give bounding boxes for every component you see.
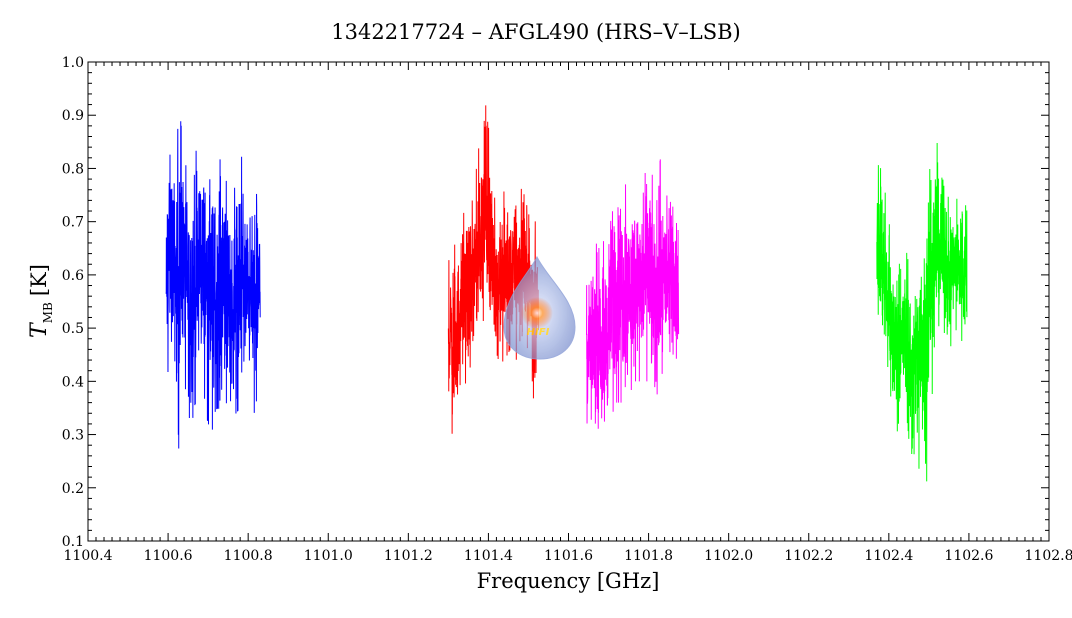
- y-axis-label: TMB [K]: [27, 264, 55, 338]
- chart-title: 1342217724 – AFGL490 (HRS–V–LSB): [331, 20, 741, 44]
- x-tick-label: 1100.8: [224, 548, 273, 564]
- y-tick-label: 0.6: [62, 268, 84, 284]
- y-tick-label: 0.7: [62, 215, 84, 231]
- spectrum-series-1: [165, 121, 261, 449]
- series-layer: [165, 105, 968, 482]
- x-axis: 1100.4 1100.6 1100.8 1101.0 1101.2 1101.4 1101…: [64, 62, 1072, 564]
- x-tick-label: 1100.6: [144, 548, 193, 564]
- y-axis-label-symbol: T: [27, 321, 52, 338]
- y-tick-label: 0.2: [62, 481, 84, 497]
- y-axis-label-subscript: MB: [41, 302, 55, 323]
- x-tick-label: 1102.6: [944, 548, 993, 564]
- spectrum-series-3: [586, 159, 680, 429]
- svg-text:HIFI: HIFI: [527, 327, 550, 338]
- spectrum-series-2: [447, 105, 539, 434]
- y-tick-label: 0.1: [62, 534, 84, 550]
- x-tick-label: 1101.6: [544, 548, 593, 564]
- y-tick-label: 0.5: [62, 321, 84, 337]
- svg-text:TMB[K]: TMB [K]: [27, 264, 55, 338]
- x-tick-label: 1102.0: [704, 548, 753, 564]
- x-tick-label: 1102.4: [864, 548, 913, 564]
- x-tick-label: 1100.4: [64, 548, 113, 564]
- y-tick-label: 1.0: [62, 55, 84, 71]
- x-tick-label: 1102.2: [784, 548, 833, 564]
- x-tick-label: 1101.2: [384, 548, 433, 564]
- y-tick-label: 0.4: [62, 374, 84, 390]
- y-tick-label: 0.8: [62, 161, 84, 177]
- spectrum-series-4: [876, 142, 968, 482]
- y-tick-label: 0.3: [62, 428, 84, 444]
- x-tick-label: 1101.0: [304, 548, 353, 564]
- x-tick-label: 1101.8: [624, 548, 673, 564]
- x-axis-label: Frequency [GHz]: [477, 569, 660, 593]
- x-tick-label: 1102.8: [1025, 548, 1072, 564]
- y-axis-label-unit: [K]: [27, 264, 51, 296]
- y-tick-label: 0.9: [62, 108, 84, 124]
- y-axis: 0.1 0.2 0.3 0.4 0.5 0.6 0.7 0.8 0.9 1.0: [62, 55, 1049, 550]
- hifi-logo-watermark: HIFI: [503, 255, 576, 360]
- x-tick-label: 1101.4: [464, 548, 513, 564]
